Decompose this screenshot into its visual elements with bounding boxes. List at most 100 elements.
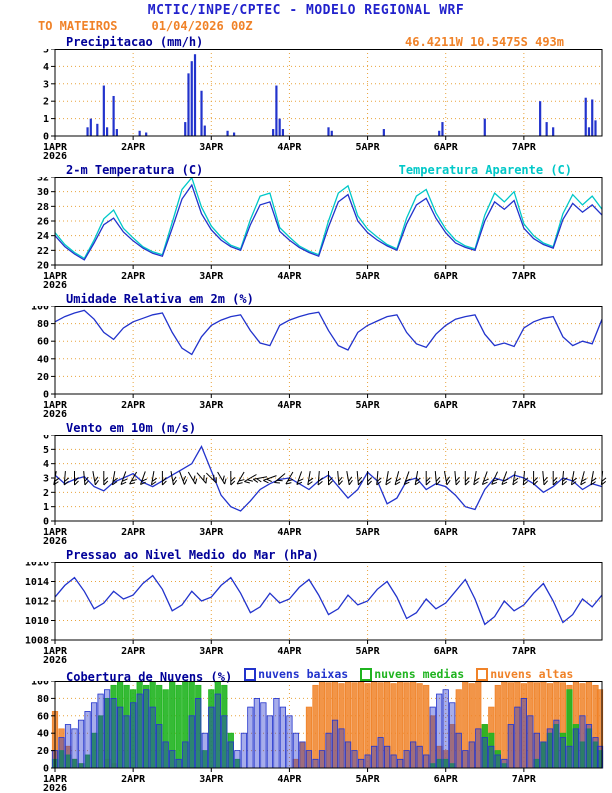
svg-text:2026: 2026 — [43, 280, 67, 290]
clouds-title: Cobertura de Nuvens (%) — [66, 669, 233, 684]
svg-text:4APR: 4APR — [277, 142, 302, 153]
svg-text:6APR: 6APR — [434, 142, 459, 153]
svg-text:6: 6 — [43, 435, 49, 442]
header: MCTIC/INPE/CPTEC - MODELO REGIONAL WRF T… — [0, 0, 612, 33]
svg-text:1APR: 1APR — [43, 646, 68, 657]
svg-text:4APR: 4APR — [277, 774, 302, 785]
svg-text:1014: 1014 — [25, 577, 49, 588]
panel-temperature: 2-m Temperatura (C) Temperatura Aparente… — [0, 163, 612, 290]
precipitation-title: Precipitacao (mm/h) — [66, 35, 204, 49]
svg-text:100: 100 — [31, 306, 49, 313]
svg-text:30: 30 — [37, 187, 49, 198]
location-coordinates: 46.4211W 10.5475S 493m — [405, 35, 564, 49]
svg-text:22: 22 — [37, 246, 49, 257]
svg-text:2026: 2026 — [43, 151, 67, 161]
svg-text:1APR: 1APR — [43, 271, 68, 282]
svg-text:24: 24 — [37, 231, 49, 242]
svg-text:0: 0 — [43, 390, 49, 401]
svg-text:2026: 2026 — [43, 536, 67, 546]
svg-text:7APR: 7APR — [512, 646, 537, 657]
svg-text:60: 60 — [37, 711, 49, 722]
svg-text:1016: 1016 — [25, 562, 49, 569]
svg-text:3: 3 — [43, 79, 49, 90]
svg-text:4APR: 4APR — [277, 527, 302, 538]
svg-text:4: 4 — [43, 459, 49, 470]
humidity-title: Umidade Relativa em 2m (%) — [66, 292, 254, 306]
svg-text:5: 5 — [43, 49, 49, 56]
panel-wind: Vento em 10m (m/s) 0 1 2 3 4 5 6 1APR 2026 2APR 3A… — [0, 421, 612, 546]
mid-clouds-swatch-icon — [360, 667, 373, 681]
svg-text:5APR: 5APR — [356, 400, 381, 411]
pressure-chart: 1008 1010 1012 1014 1016 1APR 2026 2APR 3APR 4APR… — [0, 562, 612, 665]
svg-text:2: 2 — [43, 97, 49, 108]
svg-text:5APR: 5APR — [356, 142, 381, 153]
svg-text:3APR: 3APR — [199, 271, 224, 282]
legend-high-clouds: nuvens altas — [476, 667, 573, 681]
svg-text:26: 26 — [37, 217, 49, 228]
svg-text:28: 28 — [37, 202, 49, 213]
pressure-title-row: Pressao ao Nivel Medio do Mar (hPa) — [0, 548, 612, 562]
wind-title: Vento em 10m (m/s) — [66, 421, 197, 435]
svg-text:6APR: 6APR — [434, 527, 459, 538]
humidity-chart: 0 20 40 60 80 100 1APR 2026 2APR 3APR 4APR 5APR 6APR… — [0, 306, 612, 419]
svg-text:1: 1 — [43, 114, 49, 125]
svg-text:6APR: 6APR — [434, 271, 459, 282]
svg-text:40: 40 — [37, 354, 49, 365]
svg-text:1APR: 1APR — [43, 774, 68, 785]
header-subtitle: TO MATEIROS 01/04/2026 00Z — [0, 19, 612, 33]
wind-chart: 0 1 2 3 4 5 6 1APR 2026 2APR 3APR 4APR 5APR 6APR 7APR — [0, 435, 612, 546]
svg-text:3APR: 3APR — [199, 646, 224, 657]
svg-text:60: 60 — [37, 337, 49, 348]
apparent-temperature-legend: Temperatura Aparente (C) — [398, 163, 572, 177]
temperature-chart: 20 22 24 26 28 30 32 1APR 2026 2APR 3APR 4APR 5APR 6A… — [0, 177, 612, 290]
svg-text:1: 1 — [43, 502, 49, 513]
svg-text:4APR: 4APR — [277, 646, 302, 657]
svg-text:80: 80 — [37, 694, 49, 705]
svg-text:32: 32 — [37, 177, 49, 184]
svg-text:100: 100 — [31, 681, 49, 688]
svg-text:1APR: 1APR — [43, 527, 68, 538]
legend-mid-clouds: nuvens medias — [360, 667, 464, 681]
svg-text:5APR: 5APR — [356, 646, 381, 657]
svg-text:1APR: 1APR — [43, 142, 68, 153]
svg-text:5APR: 5APR — [356, 527, 381, 538]
svg-text:2APR: 2APR — [121, 646, 146, 657]
high-clouds-swatch-icon — [476, 667, 489, 681]
clouds-title-row: Cobertura de Nuvens (%) nuvens baixas nu… — [0, 667, 612, 684]
svg-text:7APR: 7APR — [512, 527, 537, 538]
svg-text:4APR: 4APR — [277, 400, 302, 411]
pressure-title: Pressao ao Nivel Medio do Mar (hPa) — [66, 548, 319, 562]
svg-text:6APR: 6APR — [434, 400, 459, 411]
svg-text:4APR: 4APR — [277, 271, 302, 282]
wind-title-row: Vento em 10m (m/s) — [0, 421, 612, 435]
svg-text:2APR: 2APR — [121, 774, 146, 785]
svg-text:5APR: 5APR — [356, 271, 381, 282]
svg-text:3APR: 3APR — [199, 142, 224, 153]
legend-low-clouds: nuvens baixas — [244, 667, 348, 681]
svg-text:2: 2 — [43, 488, 49, 499]
svg-text:2APR: 2APR — [121, 142, 146, 153]
temperature-title: 2-m Temperatura (C) — [66, 163, 204, 177]
panel-humidity: Umidade Relativa em 2m (%) 0 20 40 60 80 100 1… — [0, 292, 612, 419]
svg-text:3APR: 3APR — [199, 774, 224, 785]
svg-text:2026: 2026 — [43, 783, 67, 793]
svg-text:7APR: 7APR — [512, 271, 537, 282]
station-name: TO MATEIROS — [38, 19, 118, 33]
svg-text:3APR: 3APR — [199, 400, 224, 411]
svg-text:2APR: 2APR — [121, 400, 146, 411]
svg-text:5APR: 5APR — [356, 774, 381, 785]
svg-text:80: 80 — [37, 319, 49, 330]
clouds-chart: 0 20 40 60 80 100 1APR 2026 2APR 3APR 4APR 5APR 6APR… — [0, 681, 612, 793]
svg-text:0: 0 — [43, 517, 49, 528]
svg-text:20: 20 — [37, 746, 49, 757]
svg-text:2APR: 2APR — [121, 271, 146, 282]
svg-text:20: 20 — [37, 372, 49, 383]
low-clouds-swatch-icon — [244, 667, 257, 681]
svg-text:7APR: 7APR — [512, 142, 537, 153]
